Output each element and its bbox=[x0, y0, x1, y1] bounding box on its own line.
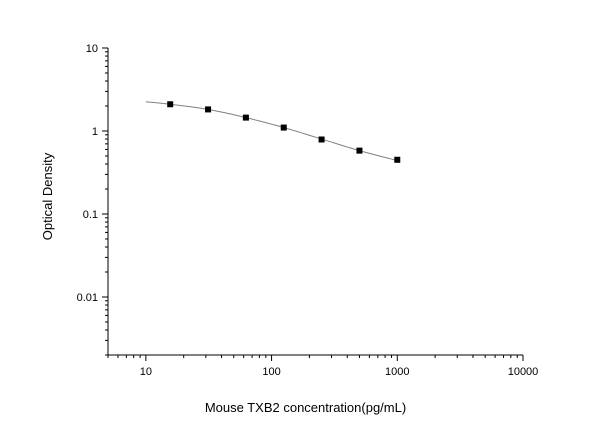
data-point bbox=[394, 156, 401, 163]
data-point bbox=[242, 114, 249, 121]
x-tick-label: 1000 bbox=[385, 366, 409, 378]
curve-layer bbox=[145, 101, 398, 162]
points-layer bbox=[167, 101, 401, 163]
axes-layer bbox=[102, 47, 524, 361]
y-tick-label: 1 bbox=[92, 126, 98, 138]
data-point bbox=[356, 147, 363, 154]
x-axis-title: Mouse TXB2 concentration(pg/mL) bbox=[205, 400, 406, 415]
x-tick-label: 100 bbox=[262, 366, 280, 378]
data-point bbox=[280, 124, 287, 131]
y-tick-label: 0.1 bbox=[83, 209, 98, 221]
y-tick-label: 0.01 bbox=[77, 292, 98, 304]
data-point bbox=[167, 101, 174, 108]
y-tick-label: 10 bbox=[86, 43, 98, 55]
y-axis-title: Optical Density bbox=[40, 152, 55, 240]
data-point bbox=[318, 136, 325, 143]
x-tick-label: 10 bbox=[140, 366, 152, 378]
data-point bbox=[205, 106, 212, 113]
labels-layer: 10 100 1000 10000 0.01 0.1 1 10 Mouse TXB2 conce… bbox=[40, 43, 538, 415]
x-tick-label: 10000 bbox=[508, 366, 539, 378]
fit-curve bbox=[145, 101, 398, 162]
